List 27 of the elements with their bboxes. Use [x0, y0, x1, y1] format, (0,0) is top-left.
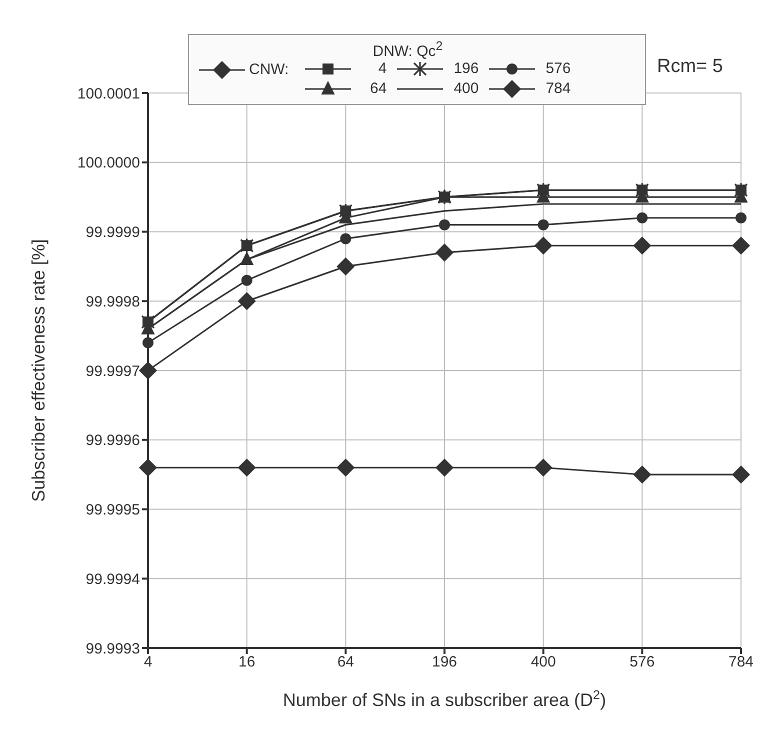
- legend-label: 4: [377, 60, 387, 77]
- y-tick-label: 99.9995: [86, 502, 140, 519]
- y-tick-label: 99.9999: [86, 224, 140, 242]
- y-tick-label: 99.9998: [86, 293, 140, 310]
- y-tick-label: 99.9997: [86, 362, 140, 380]
- legend-label: CNW:: [249, 61, 289, 78]
- x-tick-label: 400: [530, 654, 556, 671]
- legend-label: 64: [369, 80, 387, 97]
- y-tick-label: 99.9993: [86, 640, 140, 658]
- legend-label: 784: [544, 80, 571, 97]
- legend-label: 576: [544, 60, 571, 77]
- legend-label: 196: [452, 60, 479, 77]
- x-tick-label: 784: [728, 654, 754, 671]
- x-tick-label: 64: [337, 654, 354, 671]
- legend-title: DNW: Qc$^{2}$: [372, 39, 444, 60]
- x-tick-label: 4: [144, 654, 152, 671]
- y-tick-label: 99.9994: [86, 570, 140, 588]
- y-tick-label: 99.9996: [86, 432, 140, 450]
- x-axis-title: Number of SNs in a subscriber area (D$^{2}$): [282, 688, 606, 710]
- x-tick-label: 196: [432, 654, 458, 671]
- y-axis-title: Subscriber effectiveness rate [%]: [28, 239, 48, 502]
- y-tick-label: 100.0001: [77, 85, 140, 102]
- x-tick-label: 576: [630, 654, 655, 671]
- x-tick-label: 16: [238, 654, 256, 671]
- text: Rcm= 5: [657, 56, 723, 78]
- y-tick-label: 100.0000: [77, 154, 140, 172]
- legend-label: 400: [452, 80, 479, 97]
